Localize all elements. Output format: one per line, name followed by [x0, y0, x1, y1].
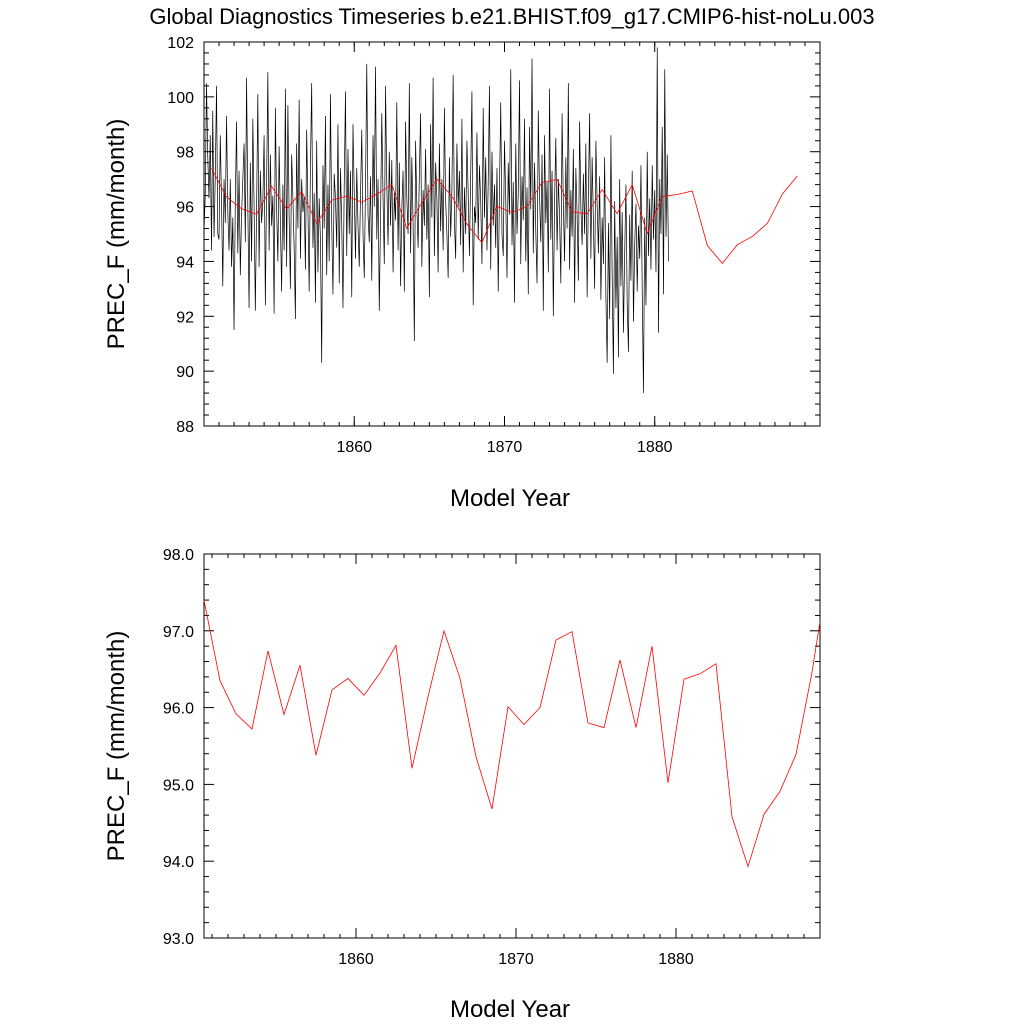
tick-marks: [204, 553, 821, 939]
y-tick-label: 98.0: [163, 547, 194, 564]
x-tick-label: 1870: [487, 439, 523, 456]
y-tick-label: 94.0: [163, 854, 194, 871]
y-tick-label: 102: [167, 35, 194, 52]
y-tick-label: 96.0: [163, 701, 194, 718]
y-tick-label: 88: [176, 419, 194, 436]
bottom-panel: Model Year PREC_F (mm/month) 1860 1870 188…: [103, 547, 821, 1023]
y-tick-label: 98: [176, 145, 194, 162]
monthly-series-line: [203, 47, 669, 394]
y-tick-label: 100: [167, 90, 194, 107]
x-axis-label: Model Year: [450, 485, 570, 512]
tick-labels: 1860 1870 1880 93.0 94.0 95.0 96.0 97.0 98.0: [163, 547, 694, 968]
y-tick-label: 97.0: [163, 624, 194, 641]
tick-marks: [203, 41, 821, 427]
y-tick-label: 92: [176, 309, 194, 326]
series-lines: [203, 600, 821, 868]
y-tick-label: 93.0: [163, 931, 194, 948]
y-tick-label: 96: [176, 200, 194, 217]
tick-labels: 1860 1870 1880 88 90 92 94 96 98 100 102: [167, 35, 672, 456]
series-lines: [203, 47, 798, 394]
y-tick-label: 95.0: [163, 777, 194, 794]
x-tick-label: 1880: [658, 951, 694, 968]
x-tick-label: 1870: [498, 951, 534, 968]
x-axis-label: Model Year: [450, 996, 570, 1023]
chart-title: Global Diagnostics Timeseries b.e21.BHIS…: [149, 4, 874, 29]
y-tick-label: 94: [176, 254, 194, 271]
annual-series-line: [203, 600, 821, 868]
x-tick-label: 1860: [338, 951, 374, 968]
y-axis-label: PREC_F (mm/month): [103, 631, 130, 862]
x-tick-label: 1860: [336, 439, 372, 456]
x-tick-label: 1880: [637, 439, 673, 456]
plot-frame: [203, 41, 821, 427]
annual-series-line: [211, 167, 798, 264]
plot-frame: [203, 553, 821, 939]
y-tick-label: 90: [176, 364, 194, 381]
top-panel: Model Year PREC_F (mm/month) 1860 1870 188…: [103, 35, 821, 512]
y-axis-label: PREC_F (mm/month): [103, 119, 130, 350]
